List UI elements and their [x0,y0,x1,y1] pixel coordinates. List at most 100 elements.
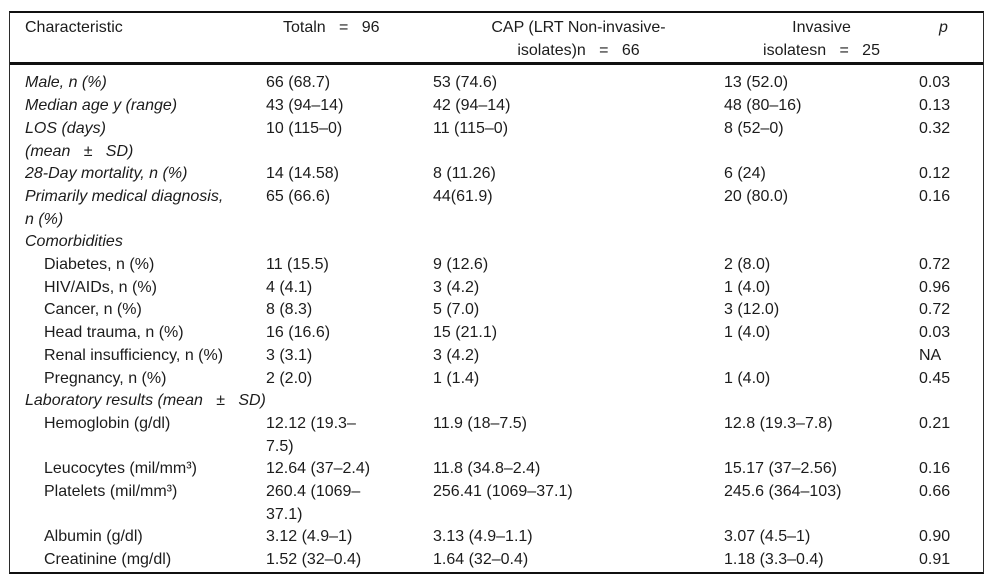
column-header-characteristic: Characteristic [10,13,266,66]
characteristic-cell: Male, n (%) [25,74,107,92]
invasive-cell [724,231,919,254]
cap-cell: 11.8 (34.8–2.4) [433,460,541,478]
column-header-p: p [919,13,983,66]
total-cell: 14 (14.58) [266,165,339,183]
characteristic-cell: LOS (days) (mean ± SD) [25,119,134,160]
invasive-cell: 48 (80–16) [724,97,802,115]
invasive-cell: 6 (24) [724,165,766,183]
cap-cell: 5 (7.0) [433,301,480,319]
p-value-cell: 0.32 [919,119,951,137]
total-cell: 12.12 (19.3– 7.5) [266,414,356,455]
cap-cell: 15 (21.1) [433,324,498,342]
p-value-cell: 0.03 [919,74,951,92]
section-row: Laboratory results (mean ± SD) [10,390,983,413]
characteristic-cell: Diabetes, n (%) [44,256,155,274]
invasive-cell: 245.6 (364–103) [724,483,842,501]
total-cell [266,231,433,254]
characteristic-cell: Head trauma, n (%) [44,324,184,342]
invasive-cell: 2 (8.0) [724,256,771,274]
cap-cell: 3.13 (4.9–1.1) [433,528,533,546]
invasive-cell [724,390,919,413]
total-cell: 2 (2.0) [266,369,313,387]
total-cell: 11 (15.5) [266,256,329,274]
section-label-cell: Comorbidities [25,233,123,251]
p-value-cell [919,390,983,413]
invasive-cell: 1 (4.0) [724,324,771,342]
table-row: Creatinine (mg/dl) 1.52 (32–0.4) 1.64 (3… [10,549,983,572]
p-value-cell: 0.13 [919,97,951,115]
cap-cell: 1 (1.4) [433,369,480,387]
table-row: Cancer, n (%) 8 (8.3) 5 (7.0) 3 (12.0) 0… [10,299,983,322]
table-row: LOS (days) (mean ± SD) 10 (115–0) 11 (11… [10,118,983,163]
table-row: Hemoglobin (g/dl) 12.12 (19.3– 7.5) 11.9… [10,413,983,458]
invasive-cell: 1 (4.0) [724,369,771,387]
clinical-characteristics-table-frame: Characteristic Totaln = 96 CAP (LRT Non-… [9,11,984,574]
invasive-cell [724,345,919,368]
characteristic-cell: Hemoglobin (g/dl) [44,414,171,432]
cap-cell: 3 (4.2) [433,278,480,296]
p-value-cell: 0.96 [919,278,951,296]
table-row: Renal insufficiency, n (%) 3 (3.1) 3 (4.… [10,345,983,368]
total-cell: 3.12 (4.9–1) [266,528,353,546]
total-cell: 16 (16.6) [266,324,331,342]
p-value-cell: 0.12 [919,165,951,183]
total-cell: 66 (68.7) [266,74,331,92]
cap-cell: 44(61.9) [433,187,493,205]
table-row: Pregnancy, n (%) 2 (2.0) 1 (1.4) 1 (4.0)… [10,368,983,391]
table-row: Diabetes, n (%) 11 (15.5) 9 (12.6) 2 (8.… [10,254,983,277]
p-value-cell: NA [919,346,942,364]
cap-cell: 53 (74.6) [433,74,498,92]
p-value-cell: 0.03 [919,324,951,342]
invasive-cell: 3.07 (4.5–1) [724,528,811,546]
p-value-cell: 0.16 [919,460,951,478]
characteristic-cell: Pregnancy, n (%) [44,369,167,387]
characteristic-cell: HIV/AIDs, n (%) [44,278,157,296]
total-cell [266,390,433,413]
table-row: 28-Day mortality, n (%) 14 (14.58) 8 (11… [10,163,983,186]
invasive-cell: 12.8 (19.3–7.8) [724,414,833,432]
cap-cell: 3 (4.2) [433,346,480,364]
total-cell: 65 (66.6) [266,187,331,205]
p-value-cell: 0.66 [919,483,951,501]
characteristic-cell: Leucocytes (mil/mm³) [44,460,197,478]
table-row: Platelets (mil/mm³) 260.4 (1069– 37.1) 2… [10,481,983,526]
cap-cell: 256.41 (1069–37.1) [433,483,573,501]
invasive-cell: 3 (12.0) [724,301,780,319]
table-row: Head trauma, n (%) 16 (16.6) 15 (21.1) 1… [10,322,983,345]
total-cell: 260.4 (1069– 37.1) [266,483,361,523]
column-header-total: Totaln = 96 [266,13,433,66]
section-label-cell: Laboratory results (mean ± SD) [25,392,266,410]
table-row: Male, n (%) 66 (68.7) 53 (74.6) 13 (52.0… [10,64,983,95]
p-value-cell: 0.21 [919,414,951,432]
characteristic-cell: Albumin (g/dl) [44,528,143,546]
characteristic-cell: Cancer, n (%) [44,301,142,319]
p-value-cell: 0.91 [919,551,951,569]
p-value-cell [919,231,983,254]
table-row: HIV/AIDs, n (%) 4 (4.1) 3 (4.2) 1 (4.0) … [10,277,983,300]
total-cell: 10 (115–0) [266,119,343,137]
p-value-cell: 0.45 [919,369,951,387]
total-cell: 43 (94–14) [266,97,344,115]
characteristic-cell: Creatinine (mg/dl) [44,551,172,569]
cap-cell: 42 (94–14) [433,97,511,115]
header-row: Characteristic Totaln = 96 CAP (LRT Non-… [10,13,983,66]
invasive-cell: 1.18 (3.3–0.4) [724,551,824,569]
invasive-cell: 8 (52–0) [724,119,784,137]
section-row: Comorbidities [10,231,983,254]
table-row: Primarily medical diagnosis, n (%) 65 (6… [10,186,983,231]
column-header-cap: CAP (LRT Non-invasive- isolates)n = 66 [433,13,724,66]
cap-cell: 8 (11.26) [433,165,496,183]
cap-cell: 9 (12.6) [433,256,489,274]
p-value-cell: 0.90 [919,528,951,546]
characteristic-cell: Renal insufficiency, n (%) [44,346,224,364]
column-header-invasive: Invasive isolatesn = 25 [724,13,919,66]
characteristic-cell: Median age y (range) [25,97,178,115]
table-row: Albumin (g/dl) 3.12 (4.9–1) 3.13 (4.9–1.… [10,526,983,549]
cap-cell [433,231,724,254]
invasive-cell: 20 (80.0) [724,187,789,205]
cap-cell: 1.64 (32–0.4) [433,551,529,569]
characteristic-cell: 28-Day mortality, n (%) [25,165,188,183]
cap-cell [433,390,724,413]
table-row: Leucocytes (mil/mm³) 12.64 (37–2.4) 11.8… [10,458,983,481]
